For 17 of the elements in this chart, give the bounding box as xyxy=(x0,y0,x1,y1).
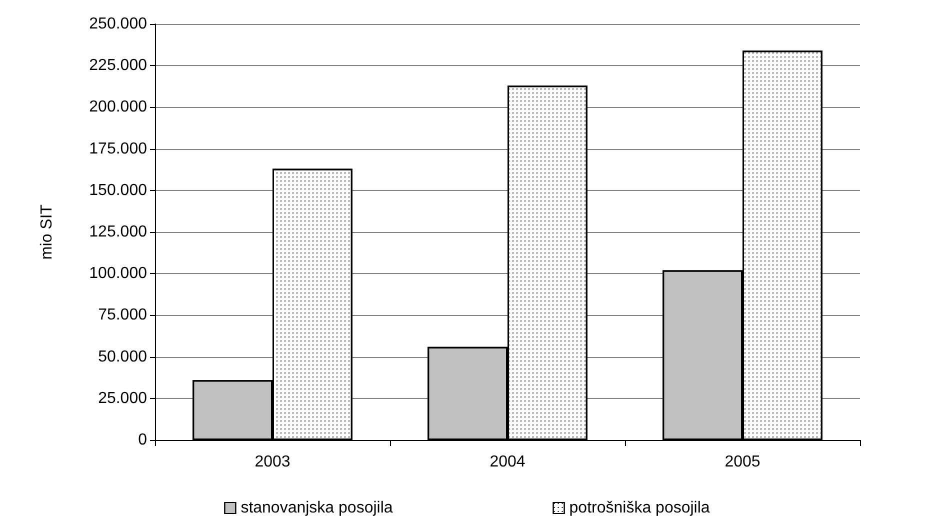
y-tick-label: 50.000 xyxy=(98,348,148,366)
x-tick-label: 2003 xyxy=(254,454,290,470)
legend-label: potrošniška posojila xyxy=(569,500,710,516)
y-tick-label: 175.000 xyxy=(89,140,148,158)
legend-label: stanovanjska posojila xyxy=(240,500,393,516)
y-tick-label: 150.000 xyxy=(89,182,148,199)
x-tick-label: 2005 xyxy=(724,454,760,470)
y-tick-label: 25.000 xyxy=(98,390,148,407)
y-tick-label: 75.000 xyxy=(98,306,148,324)
y-tick-label: 200.000 xyxy=(89,98,148,116)
y-tick-label: 225.000 xyxy=(89,57,148,74)
y-axis-title: mio SIT xyxy=(38,204,56,260)
x-tick-label: 2004 xyxy=(490,454,526,470)
y-tick-label: 125.000 xyxy=(89,224,148,240)
y-tick-label: 100.000 xyxy=(89,265,148,282)
y-tick-label: 0 xyxy=(138,432,148,448)
y-tick-label: 250.000 xyxy=(89,16,148,32)
